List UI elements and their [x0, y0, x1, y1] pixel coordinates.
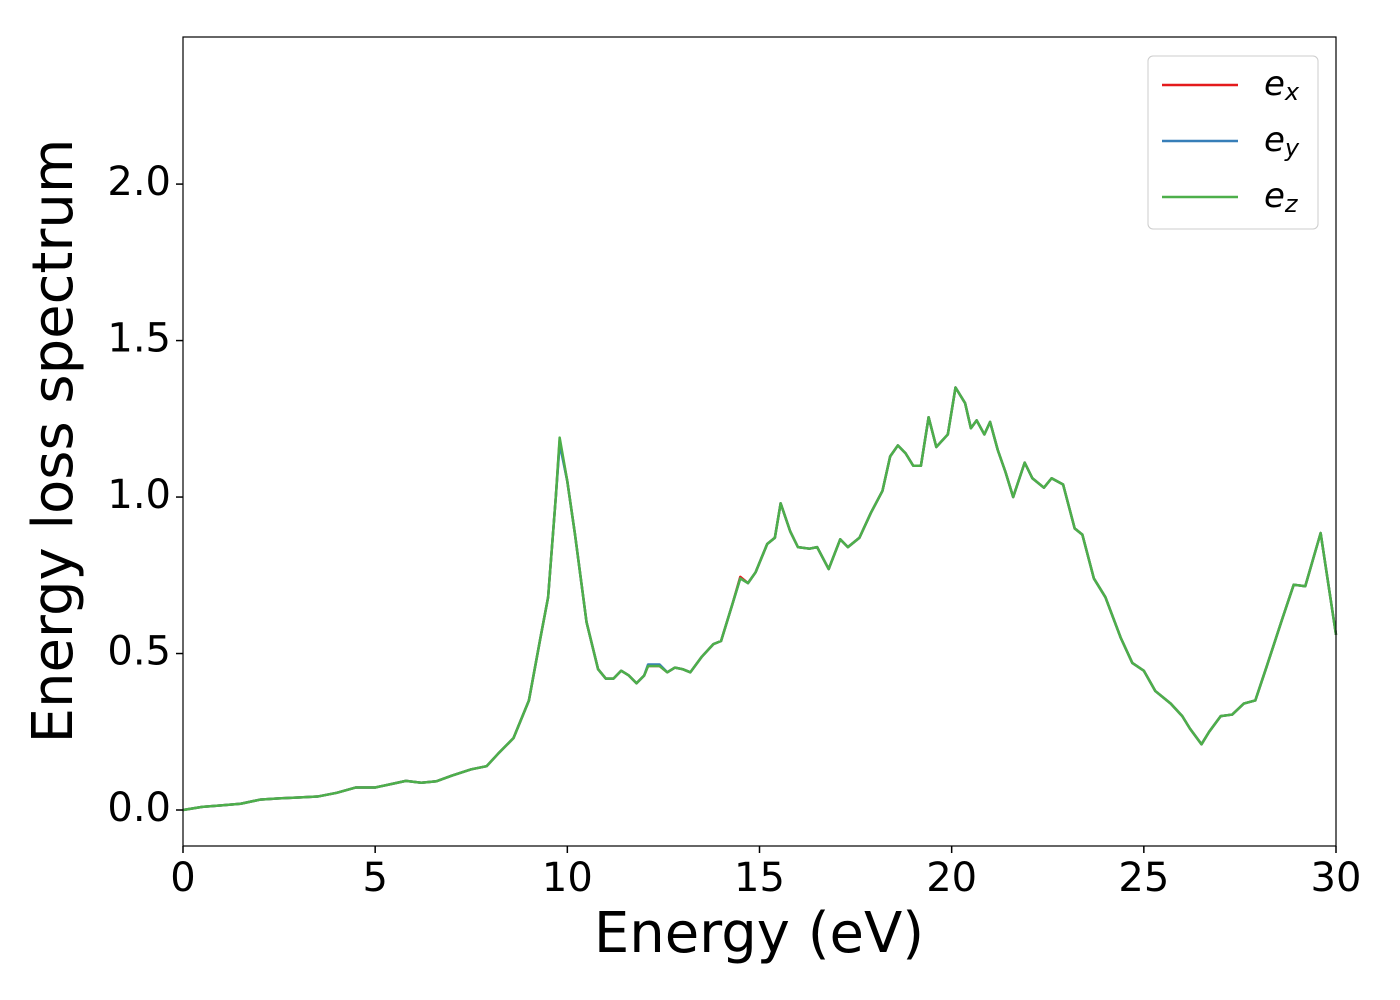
series-line	[182, 386, 1338, 812]
legend-label: ez	[1264, 176, 1299, 219]
x-tick-label: 15	[734, 855, 785, 901]
y-tick-label: 0.5	[107, 629, 171, 675]
y-tick-label: 1.5	[107, 316, 171, 362]
x-tick-label: 30	[1311, 855, 1362, 901]
legend-label: ey	[1264, 120, 1300, 163]
x-tick-label: 0	[170, 855, 195, 901]
x-tick-label: 5	[362, 855, 387, 901]
x-tick-label: 10	[542, 855, 593, 901]
series-line	[182, 386, 1338, 812]
y-tick-label: 1.0	[107, 472, 171, 518]
plot-frame	[182, 36, 1337, 847]
x-tick-label: 20	[926, 855, 977, 901]
y-axis-label: Energy loss spectrum	[21, 139, 86, 744]
y-tick-label: 0.0	[107, 785, 171, 831]
y-tick-label: 2.0	[107, 159, 171, 205]
x-tick-label: 25	[1118, 855, 1169, 901]
series-line	[182, 386, 1338, 812]
legend-box	[1147, 55, 1319, 230]
x-axis-label: Energy (eV)	[594, 901, 924, 966]
legend-label: ex	[1264, 64, 1300, 107]
legend: ex ey ez	[1147, 55, 1319, 230]
